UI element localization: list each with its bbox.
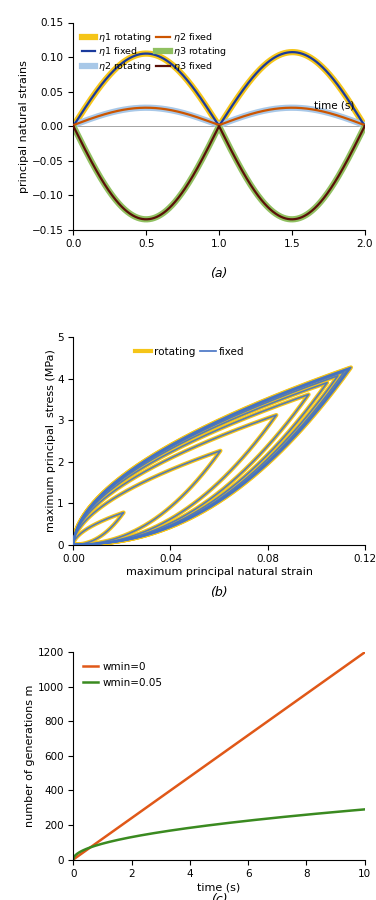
wmin=0 [71, 854, 76, 865]
Text: time (s): time (s) [314, 101, 355, 111]
Y-axis label: number of generations m: number of generations m [24, 685, 35, 827]
Line: wmin=0.05: wmin=0.05 [73, 809, 365, 860]
X-axis label: maximum principal natural strain: maximum principal natural strain [126, 567, 312, 577]
wmin=0.05 [211, 819, 216, 830]
Text: (b): (b) [210, 586, 228, 599]
wmin=0 [229, 742, 233, 752]
Y-axis label: maximum principal  stress (MPa): maximum principal stress (MPa) [45, 349, 56, 533]
Legend: $\eta$1 rotating, $\eta$1 fixed, $\eta$2 rotating, $\eta$2 fixed, $\eta$3 rotati: $\eta$1 rotating, $\eta$1 fixed, $\eta$2… [78, 27, 230, 76]
Y-axis label: principal natural strains: principal natural strains [19, 59, 29, 193]
X-axis label: time (s): time (s) [197, 882, 241, 892]
wmin=0.05 [310, 809, 314, 820]
wmin=0.05 [71, 854, 76, 865]
Legend: wmin=0, wmin=0.05: wmin=0, wmin=0.05 [79, 658, 167, 692]
wmin=0 [244, 731, 249, 742]
wmin=0 [209, 756, 214, 767]
Text: (a): (a) [210, 267, 228, 280]
wmin=0.05 [244, 815, 249, 826]
wmin=0.05 [209, 820, 214, 831]
wmin=0.05 [362, 804, 367, 814]
wmin=0 [211, 754, 216, 765]
wmin=0.05 [355, 805, 360, 815]
wmin=0 [310, 684, 314, 695]
Legend: rotating, fixed: rotating, fixed [131, 343, 249, 361]
Line: wmin=0: wmin=0 [73, 652, 365, 860]
wmin=0 [362, 647, 367, 658]
wmin=0.05 [229, 817, 233, 828]
wmin=0 [355, 652, 360, 662]
Text: (c): (c) [211, 893, 227, 900]
